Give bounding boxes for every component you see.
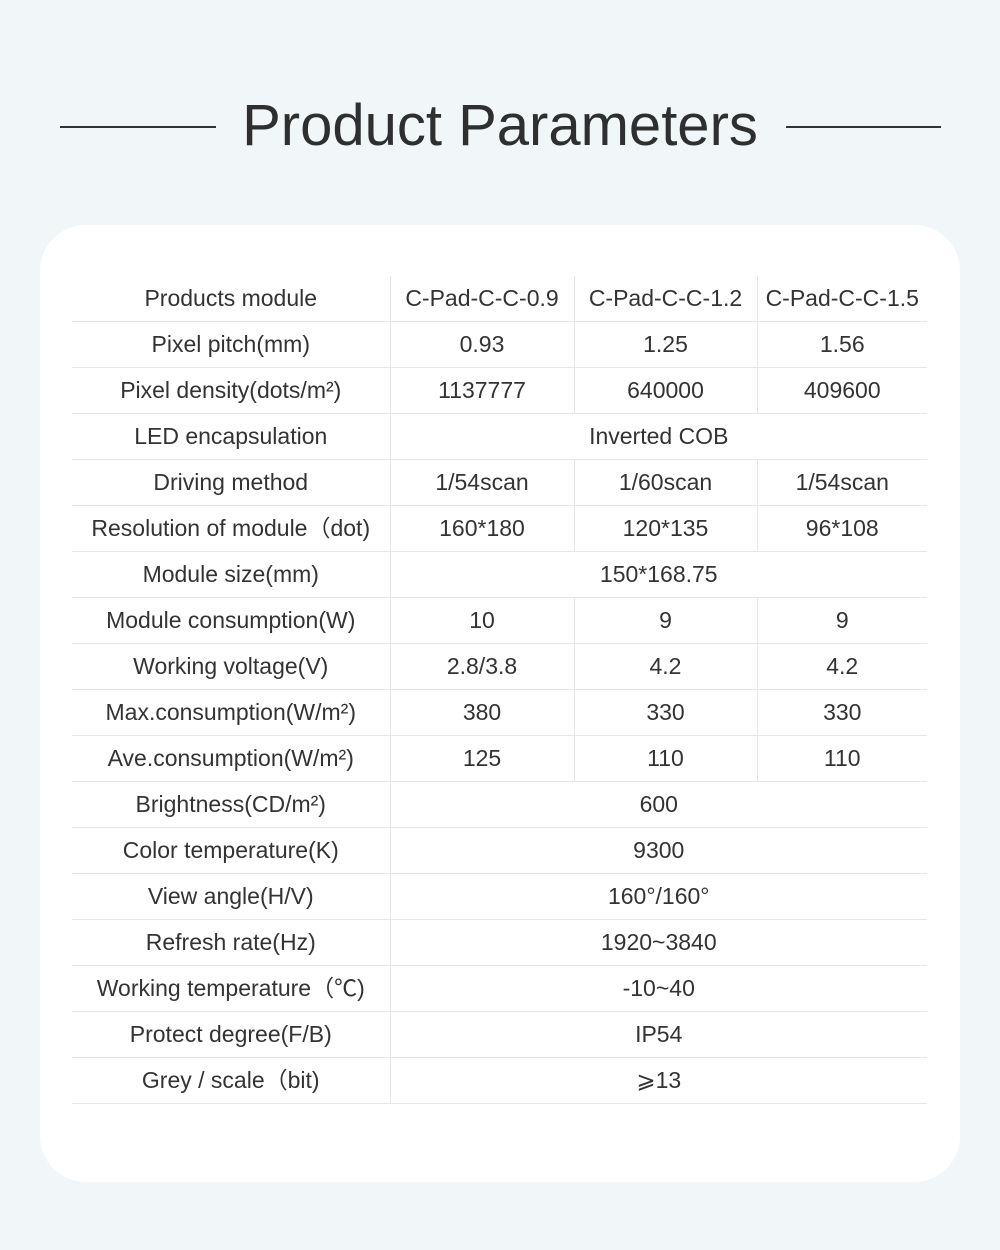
- row-value: 2.8/3.8: [389, 643, 574, 690]
- row-label: Working temperature（℃): [72, 965, 390, 1012]
- row-value: 330: [756, 689, 927, 736]
- row-value: 1.25: [573, 321, 757, 368]
- row-value: 96*108: [756, 505, 927, 552]
- row-label: Max.consumption(W/m²): [72, 689, 390, 736]
- row-value: 409600: [756, 367, 927, 414]
- row-value: 1920~3840: [389, 919, 927, 966]
- row-label: Pixel density(dots/m²): [72, 367, 390, 414]
- row-value: 110: [573, 735, 757, 782]
- title-right-rule: [786, 126, 941, 128]
- table-row: Pixel density(dots/m²) 1137777 640000 40960…: [72, 367, 927, 414]
- table-row: Grey / scale（bit) ⩾13: [72, 1057, 927, 1104]
- title-left-rule: [60, 126, 216, 128]
- row-value: C-Pad-C-C-0.9: [389, 276, 574, 322]
- row-value: ⩾13: [389, 1057, 927, 1104]
- row-label: Driving method: [72, 459, 390, 506]
- row-label: Module size(mm): [72, 551, 390, 598]
- parameters-table: Products module C-Pad-C-C-0.9 C-Pad-C-C-1.…: [72, 276, 927, 1104]
- row-value: 10: [389, 597, 574, 644]
- row-label: Grey / scale（bit): [72, 1057, 390, 1104]
- row-label: Module consumption(W): [72, 597, 390, 644]
- row-value: 1137777: [389, 367, 574, 414]
- row-label: Products module: [72, 276, 390, 322]
- row-value: 330: [573, 689, 757, 736]
- row-value: 640000: [573, 367, 757, 414]
- row-value: 120*135: [573, 505, 757, 552]
- row-value: 160°/160°: [389, 873, 927, 920]
- row-value: 150*168.75: [389, 551, 927, 598]
- row-value: Inverted COB: [389, 413, 927, 460]
- row-label: Ave.consumption(W/m²): [72, 735, 390, 782]
- row-value: C-Pad-C-C-1.2: [573, 276, 757, 322]
- row-value: 1/54scan: [756, 459, 927, 506]
- row-value: 1/60scan: [573, 459, 757, 506]
- table-row: Module consumption(W) 10 9 9: [72, 597, 927, 644]
- table-row: View angle(H/V) 160°/160°: [72, 873, 927, 920]
- row-value: 4.2: [756, 643, 927, 690]
- row-label: View angle(H/V): [72, 873, 390, 920]
- row-label: Protect degree(F/B): [72, 1011, 390, 1058]
- row-value: 600: [389, 781, 927, 828]
- row-label: Resolution of module（dot): [72, 505, 390, 552]
- row-label: Refresh rate(Hz): [72, 919, 390, 966]
- table-row: Protect degree(F/B) IP54: [72, 1011, 927, 1058]
- table-row: Ave.consumption(W/m²) 125 110 110: [72, 735, 927, 782]
- row-value: 110: [756, 735, 927, 782]
- row-value: 4.2: [573, 643, 757, 690]
- table-row: Driving method 1/54scan 1/60scan 1/54scan: [72, 459, 927, 506]
- table-row: Working voltage(V) 2.8/3.8 4.2 4.2: [72, 643, 927, 690]
- table-row: Color temperature(K) 9300: [72, 827, 927, 874]
- row-label: Working voltage(V): [72, 643, 390, 690]
- row-label: Pixel pitch(mm): [72, 321, 390, 368]
- table-row: Refresh rate(Hz) 1920~3840: [72, 919, 927, 966]
- row-value: 1/54scan: [389, 459, 574, 506]
- row-label: Color temperature(K): [72, 827, 390, 874]
- row-value: 125: [389, 735, 574, 782]
- table-row: Brightness(CD/m²) 600: [72, 781, 927, 828]
- table-row: Working temperature（℃) -10~40: [72, 965, 927, 1012]
- row-value: -10~40: [389, 965, 927, 1012]
- row-value: 0.93: [389, 321, 574, 368]
- table-row: LED encapsulation Inverted COB: [72, 413, 927, 460]
- row-value: 9: [756, 597, 927, 644]
- row-value: 1.56: [756, 321, 927, 368]
- page-title: Product Parameters: [242, 93, 758, 158]
- table-row: Max.consumption(W/m²) 380 330 330: [72, 689, 927, 736]
- table-row: Resolution of module（dot) 160*180 120*135 9…: [72, 505, 927, 552]
- row-value: 160*180: [389, 505, 574, 552]
- table-row: Module size(mm) 150*168.75: [72, 551, 927, 598]
- row-value: 380: [389, 689, 574, 736]
- row-value: 9: [573, 597, 757, 644]
- table-row: Products module C-Pad-C-C-0.9 C-Pad-C-C-1.…: [72, 276, 927, 322]
- row-value: 9300: [389, 827, 927, 874]
- row-value: IP54: [389, 1011, 927, 1058]
- table-row: Pixel pitch(mm) 0.93 1.25 1.56: [72, 321, 927, 368]
- row-value: C-Pad-C-C-1.5: [756, 276, 927, 322]
- row-label: LED encapsulation: [72, 413, 390, 460]
- row-label: Brightness(CD/m²): [72, 781, 390, 828]
